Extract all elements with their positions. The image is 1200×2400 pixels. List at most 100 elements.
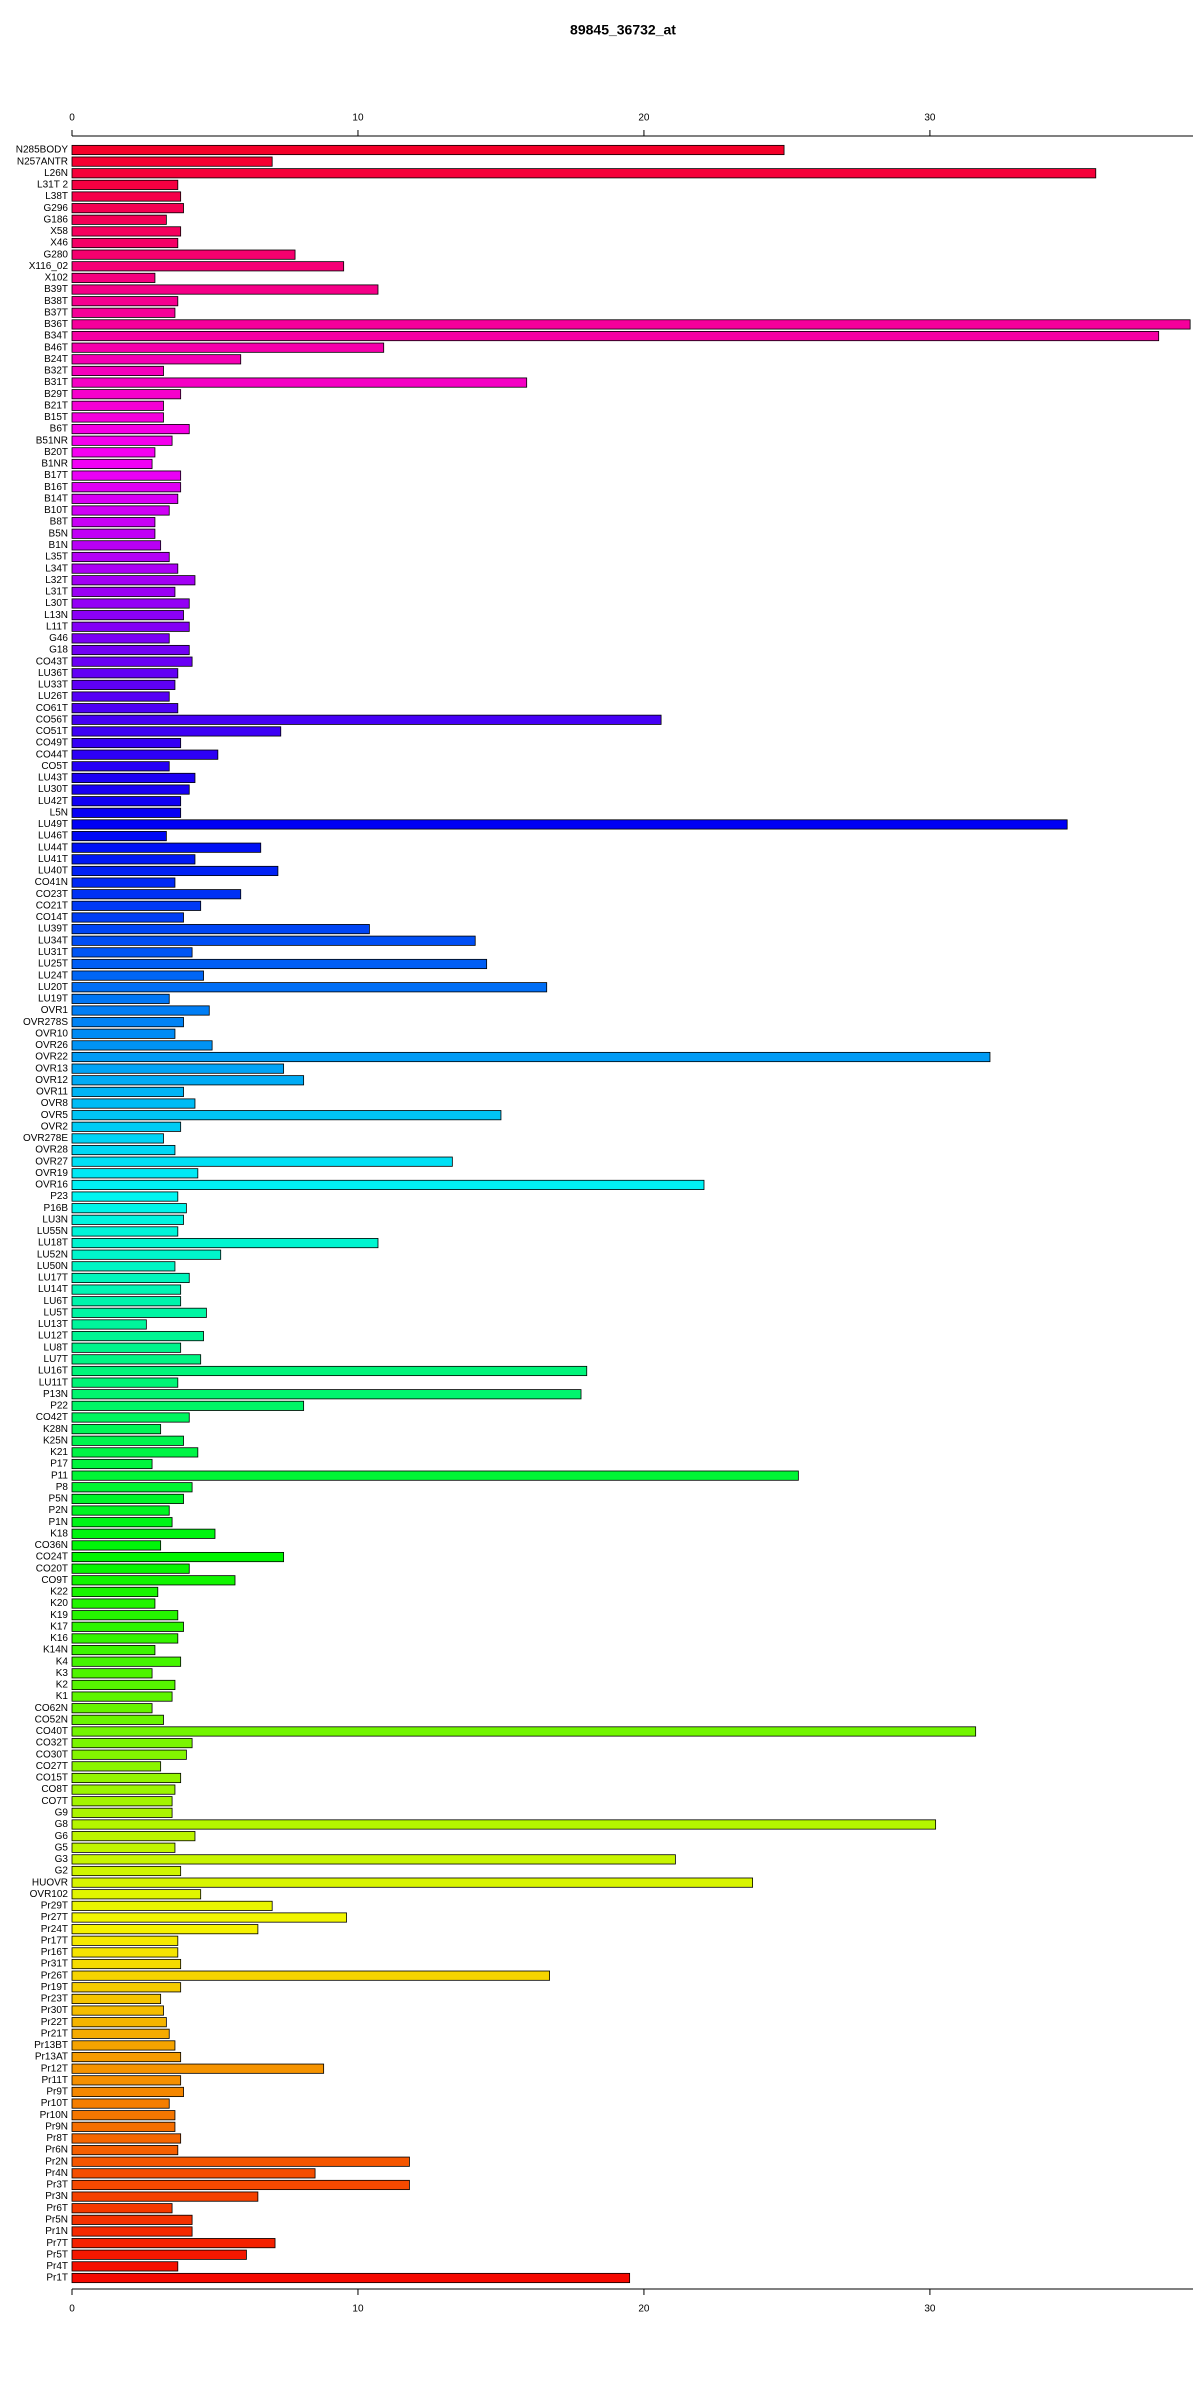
y-tick-label: B39T (44, 284, 68, 295)
y-tick-label: X116_02 (29, 261, 69, 272)
y-tick-label: P11 (51, 1470, 68, 1481)
bar (71, 2238, 276, 2249)
y-tick-label: LU33T (38, 680, 68, 691)
bar (71, 784, 190, 795)
bar (71, 1912, 347, 1923)
bar (71, 1993, 162, 2004)
y-tick-label: L5N (50, 807, 68, 818)
y-tick-label: G2 (55, 1866, 69, 1877)
bar (71, 1691, 173, 1702)
y-tick-label: LU30T (38, 784, 68, 795)
bar (71, 2214, 193, 2225)
bar (71, 191, 182, 202)
bar (71, 1865, 182, 1877)
y-tick-label: CO42T (36, 1412, 68, 1423)
x-tick-label-top: 0 (69, 113, 75, 124)
bar (71, 1458, 153, 1470)
y-tick-label: G6 (55, 1831, 69, 1842)
y-tick-label: P1N (49, 1517, 68, 1528)
y-tick-label: LU12T (38, 1331, 68, 1342)
bar (71, 1505, 170, 1516)
y-tick-label: Pr19T (41, 1982, 68, 1993)
y-tick-label: B34T (44, 331, 68, 342)
bar (71, 1598, 156, 1609)
y-tick-label: P8 (56, 1482, 69, 1493)
bar (71, 586, 176, 597)
bar (71, 1633, 179, 1644)
y-tick-label: Pr22T (41, 2017, 68, 2028)
y-tick-label: B38T (44, 296, 68, 307)
bar (71, 156, 273, 167)
bar (71, 703, 179, 714)
bar (71, 1877, 754, 1888)
y-tick-label: CO9T (41, 1575, 68, 1586)
y-tick-label: Pr2N (45, 2156, 68, 2167)
y-tick-label: G46 (49, 633, 68, 644)
bar (71, 2272, 631, 2284)
y-tick-label: OVR278S (23, 1017, 68, 1028)
bar (71, 540, 162, 551)
bar (71, 912, 184, 923)
y-tick-label: B21T (44, 400, 68, 411)
bar (71, 1354, 202, 1365)
bar (71, 237, 179, 249)
y-tick-label: Pr30T (41, 2005, 68, 2016)
y-tick-label: Pr3T (46, 2180, 68, 2191)
y-tick-label: L26N (44, 168, 68, 179)
bar (71, 958, 488, 970)
y-tick-label: CO7T (41, 1796, 68, 1807)
y-tick-label: LU3N (42, 1214, 68, 1225)
y-tick-label: B6T (50, 424, 68, 435)
bar (71, 714, 662, 725)
bar (71, 1203, 187, 1214)
x-tick-label-bottom: 10 (352, 2304, 364, 2315)
bar (71, 458, 153, 470)
bar (71, 1098, 196, 1109)
bar (71, 249, 296, 260)
y-tick-label: LU49T (38, 819, 68, 830)
y-tick-label: Pr3N (45, 2191, 68, 2202)
bar (71, 493, 179, 504)
bar (71, 575, 196, 586)
y-tick-label: B51NR (36, 435, 68, 446)
bar (71, 214, 167, 225)
y-tick-label: CO23T (36, 889, 68, 900)
y-tick-label: G18 (49, 645, 68, 656)
bar (71, 737, 182, 749)
y-tick-label: LU36T (38, 668, 68, 679)
bar (71, 2017, 167, 2028)
bar (71, 1958, 182, 1970)
y-tick-label: G8 (55, 1819, 69, 1830)
bar (71, 505, 170, 516)
y-tick-label: LU11T (39, 1377, 68, 1388)
y-tick-label: K3 (56, 1668, 69, 1679)
bar (71, 1284, 182, 1295)
bar (71, 1028, 176, 1039)
bar (71, 1610, 179, 1621)
bar (71, 877, 176, 888)
y-tick-label: K22 (50, 1587, 68, 1598)
y-tick-label: K1 (56, 1691, 69, 1702)
y-tick-label: B14T (44, 493, 68, 504)
y-tick-label: LU16T (38, 1366, 68, 1377)
y-tick-label: B20T (44, 447, 68, 458)
y-tick-label: K16 (50, 1633, 68, 1644)
y-tick-label: LU18T (38, 1238, 68, 1249)
bar (71, 1063, 285, 1074)
y-tick-label: Pr13BT (34, 2040, 68, 2051)
y-tick-label: LU8T (44, 1342, 68, 1353)
bar (71, 1017, 184, 1028)
y-tick-label: LU34T (38, 935, 68, 946)
bar (71, 1703, 153, 1714)
bar (71, 1528, 216, 1539)
bar (71, 1424, 162, 1435)
y-tick-label: Pr21T (41, 2028, 68, 2039)
bar (71, 1261, 176, 1272)
y-tick-label: B16T (44, 482, 68, 493)
y-tick-label: Pr4T (46, 2261, 68, 2272)
y-tick-label: LU52N (37, 1249, 68, 1260)
y-tick-label: CO40T (36, 1726, 68, 1737)
y-tick-label: LU25T (38, 959, 68, 970)
y-tick-label: OVR16 (35, 1180, 68, 1191)
bar (71, 726, 282, 737)
